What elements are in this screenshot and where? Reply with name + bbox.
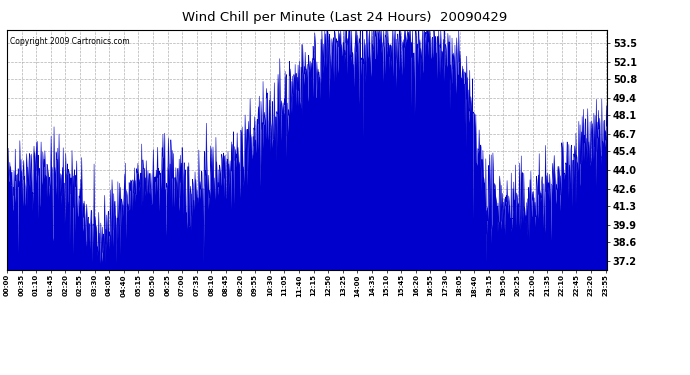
Text: Copyright 2009 Cartronics.com: Copyright 2009 Cartronics.com: [10, 37, 130, 46]
Text: Wind Chill per Minute (Last 24 Hours)  20090429: Wind Chill per Minute (Last 24 Hours) 20…: [182, 11, 508, 24]
